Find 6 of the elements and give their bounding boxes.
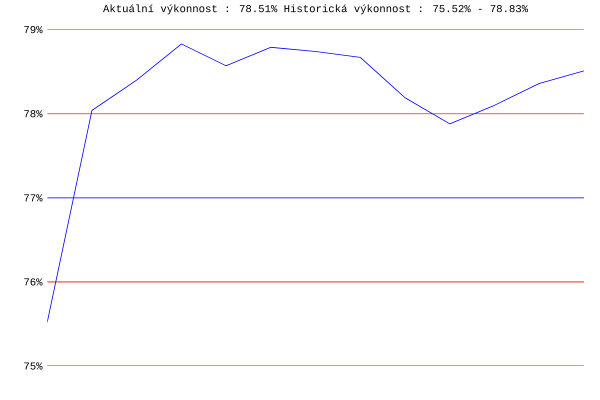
y-tick-label: 76% — [24, 278, 43, 286]
chart-title: Aktuální výkonnost : 78.51% Historická výkonnost : 75.52% - 78.83% — [103, 4, 528, 14]
y-tick-label: 78% — [24, 110, 43, 118]
y-tick-label: 75% — [24, 362, 43, 370]
y-tick-label: 79% — [24, 26, 43, 34]
y-tick-label: 77% — [24, 194, 43, 202]
